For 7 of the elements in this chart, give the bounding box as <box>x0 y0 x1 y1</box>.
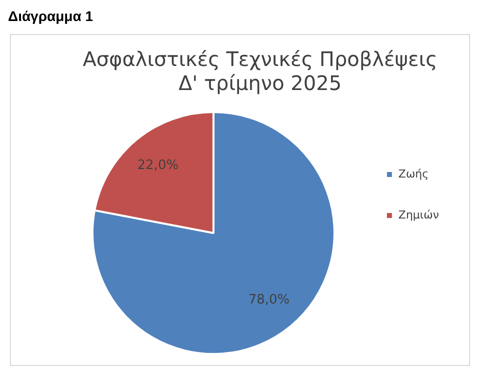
text: Ασφαλιστικές Τεχνικές Προβλέψεις <box>82 47 438 72</box>
data-label: 78,0% <box>248 292 290 308</box>
legend-label: Ζωής <box>398 167 429 180</box>
text: Διάγραμμα 1 <box>8 8 94 24</box>
legend-label: Ζημιών <box>398 208 440 222</box>
data-label: 22,0% <box>137 158 179 174</box>
text: Δ' τρίμηνο 2025 <box>178 71 342 96</box>
